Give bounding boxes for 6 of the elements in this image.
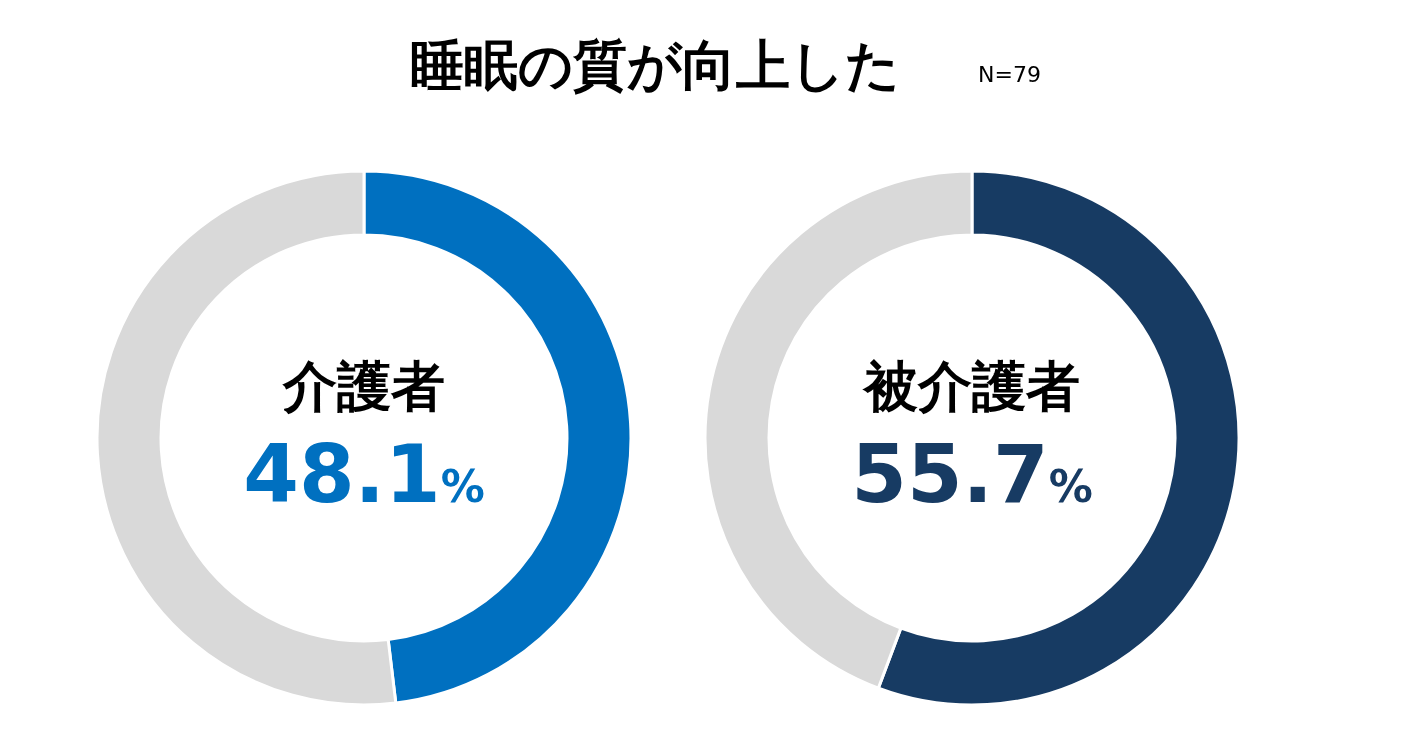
data-label: 48.1%: [243, 428, 485, 521]
slice-label: 介護者: [282, 355, 445, 418]
slice-label: 被介護者: [862, 355, 1080, 418]
chart-title: 睡眠の質が向上した: [410, 34, 900, 97]
data-label: 55.7%: [851, 428, 1093, 521]
text: N=79: [978, 62, 1041, 87]
